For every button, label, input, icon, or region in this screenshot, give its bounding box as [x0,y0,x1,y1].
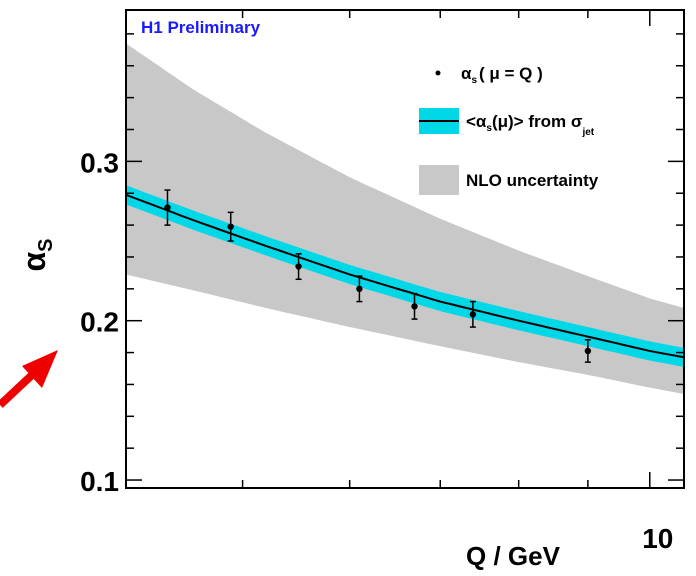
data-point [469,300,477,328]
point-marker [164,204,171,211]
x-tick-label: 10 [642,523,673,554]
legend-label-nlo: NLO uncertainty [466,171,599,190]
data-point [411,292,418,320]
data-point [227,211,234,242]
data-points [164,189,592,363]
point-marker [584,347,592,355]
legend-jet-sub: s [486,123,492,134]
data-point [356,275,363,303]
point-marker [356,285,363,293]
legend-swatch-nlo [419,165,459,195]
plot-frame [125,9,685,489]
legend-points-sub: s [471,75,477,86]
legend-label-jet: <αs(μ)> from σjet [466,112,595,138]
point-marker [469,311,477,318]
axis-ticks: 0.1 0.2 0.3 10 [80,10,684,554]
legend-points-alpha: α [461,64,472,83]
point-marker [227,223,234,230]
nlo-uncertainty-band [126,43,684,394]
legend-marker-points [435,70,441,76]
y-axis-label-alpha: α [16,252,52,272]
point-marker [411,303,418,310]
svg-text:αS: αS [16,238,57,271]
legend-jet-sub2: jet [581,127,594,138]
y-axis-label-sub: S [35,238,57,251]
legend-jet-pre: <α [466,112,487,131]
y-tick-label: 0.1 [80,466,119,497]
y-tick-label: 0.3 [80,147,119,178]
data-point [584,339,592,363]
legend: αs( μ = Q ) <αs(μ)> from σjet NLO uncert… [419,64,599,195]
y-axis-label: αS [16,238,57,271]
y-tick-label: 0.2 [80,307,119,338]
legend-jet-mid: (μ)> from σ [492,112,583,131]
data-point [164,189,171,226]
jet-cross-section-band [126,185,684,367]
jet-cross-section-line [126,193,684,359]
legend-label-points: αs( μ = Q ) [461,64,543,86]
x-axis-label: Q / GeV [466,541,561,571]
legend-points-rest: ( μ = Q ) [479,64,543,83]
chart-title: H1 Preliminary [141,18,261,37]
point-marker [295,263,302,270]
red-arrow-annotation [0,350,58,408]
data-point [295,253,302,281]
